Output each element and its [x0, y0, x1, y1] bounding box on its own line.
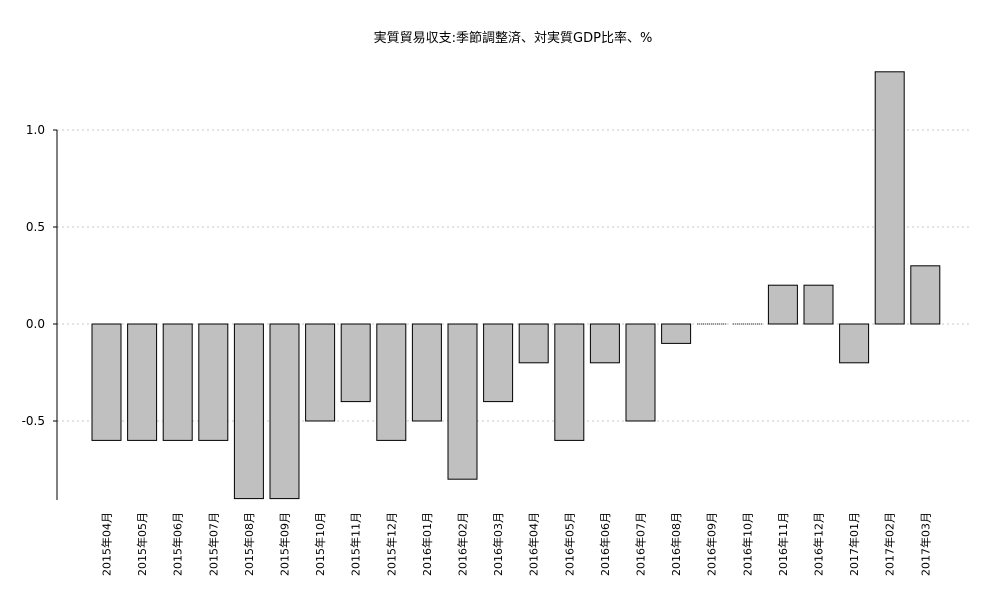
bar	[767, 284, 798, 325]
chart-title: 実質貿易収支:季節調整済、対実質GDP比率、%	[374, 30, 653, 46]
x-tick-label: 2015年11月	[349, 512, 363, 576]
x-tick-label: 2016年12月	[812, 512, 826, 576]
y-tick-label: 0.0	[26, 317, 45, 331]
x-tick-label: 2016年09月	[705, 512, 719, 576]
x-tick-label: 2016年10月	[740, 512, 754, 576]
x-axis-labels: 2015年04月 2015年05月 2015年06月 2015年07月 2015年08月…	[100, 512, 933, 576]
x-tick-label: 2015年08月	[242, 512, 256, 576]
bar	[305, 323, 336, 422]
bar	[554, 323, 585, 441]
bar	[269, 323, 300, 500]
x-tick-label: 2017年03月	[918, 512, 932, 576]
bar	[198, 323, 229, 441]
x-tick-label: 2016年04月	[527, 512, 541, 576]
x-tick-label: 2015年07月	[206, 512, 220, 576]
x-tick-label: 2016年08月	[669, 512, 683, 576]
y-axis-ticks: -0.5 0.0 0.5 1.0	[22, 123, 57, 428]
x-tick-label: 2015年05月	[135, 512, 149, 576]
x-tick-label: 2017年02月	[883, 512, 897, 576]
x-tick-label: 2016年06月	[598, 512, 612, 576]
bar	[910, 265, 941, 325]
x-tick-label: 2016年11月	[776, 512, 790, 576]
x-tick-label: 2017年01月	[847, 512, 861, 576]
x-tick-label: 2015年09月	[278, 512, 292, 576]
bar	[127, 323, 158, 441]
x-tick-label: 2015年12月	[384, 512, 398, 576]
x-tick-label: 2016年07月	[634, 512, 648, 576]
bar	[91, 323, 122, 441]
bar	[447, 323, 478, 480]
bar	[839, 323, 870, 364]
bar	[518, 323, 549, 364]
x-tick-label: 2016年02月	[456, 512, 470, 576]
x-tick-label: 2016年05月	[562, 512, 576, 576]
bar	[376, 323, 407, 441]
y-tick-label: -0.5	[22, 414, 45, 428]
bar	[661, 323, 692, 344]
x-tick-label: 2016年01月	[420, 512, 434, 576]
x-tick-label: 2016年03月	[491, 512, 505, 576]
x-tick-label: 2015年06月	[171, 512, 185, 576]
bar	[625, 323, 656, 422]
bar	[803, 284, 834, 325]
bar	[483, 323, 514, 403]
bar	[411, 323, 442, 422]
bar	[589, 323, 620, 364]
bar	[874, 71, 905, 325]
y-tick-label: 1.0	[26, 123, 45, 137]
grid-lines	[57, 129, 972, 422]
bar	[162, 323, 193, 441]
bar	[233, 323, 264, 500]
y-tick-label: 0.5	[26, 220, 45, 234]
x-tick-label: 2015年10月	[313, 512, 327, 576]
bars	[91, 71, 941, 500]
x-tick-label: 2015年04月	[100, 512, 114, 576]
bar	[340, 323, 371, 403]
